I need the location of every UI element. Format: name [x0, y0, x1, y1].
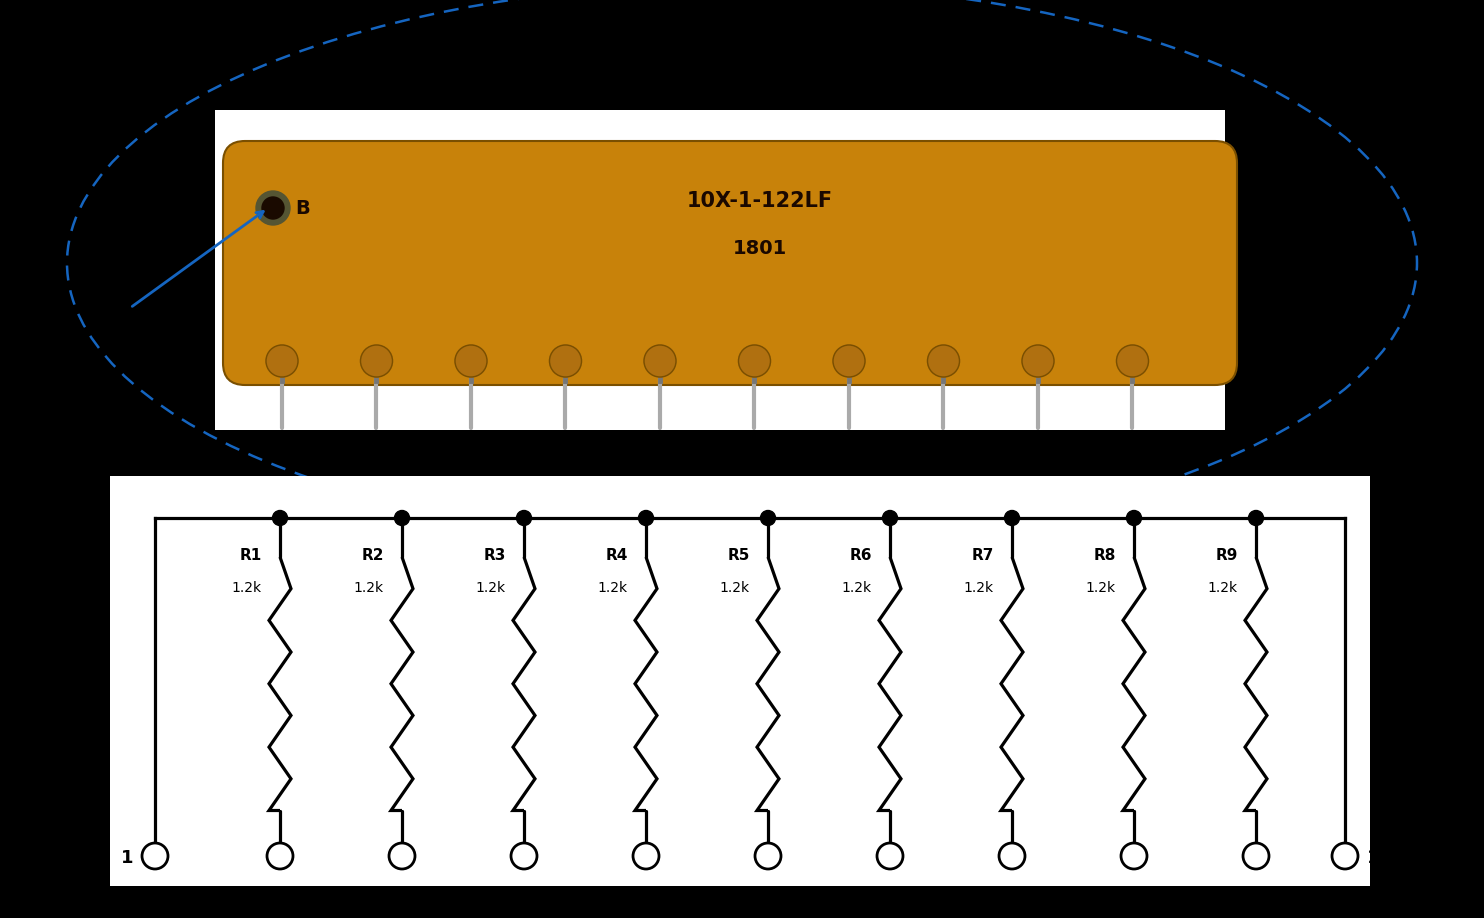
Text: B: B	[295, 198, 310, 218]
FancyBboxPatch shape	[110, 476, 1370, 886]
Text: R3: R3	[484, 548, 506, 564]
Circle shape	[1126, 510, 1141, 525]
Text: R1: R1	[240, 548, 263, 564]
Circle shape	[1120, 843, 1147, 869]
Text: 1.2k: 1.2k	[476, 581, 506, 595]
Text: R9: R9	[1215, 548, 1238, 564]
Circle shape	[395, 510, 410, 525]
Text: 1.2k: 1.2k	[598, 581, 628, 595]
Circle shape	[389, 843, 416, 869]
Text: 1.2k: 1.2k	[1086, 581, 1116, 595]
Circle shape	[755, 843, 781, 869]
Text: 1.2k: 1.2k	[232, 581, 263, 595]
Circle shape	[883, 510, 898, 525]
Circle shape	[833, 345, 865, 377]
Text: 1.2k: 1.2k	[965, 581, 994, 595]
Text: R8: R8	[1094, 548, 1116, 564]
Text: R4: R4	[605, 548, 628, 564]
Circle shape	[267, 843, 292, 869]
Circle shape	[257, 191, 289, 225]
Circle shape	[549, 345, 582, 377]
Circle shape	[510, 843, 537, 869]
Circle shape	[999, 843, 1025, 869]
Circle shape	[638, 510, 653, 525]
Circle shape	[1244, 843, 1269, 869]
Text: 1.2k: 1.2k	[353, 581, 384, 595]
Circle shape	[1005, 510, 1020, 525]
Text: R6: R6	[849, 548, 873, 564]
Circle shape	[1022, 345, 1054, 377]
Text: R5: R5	[727, 548, 749, 564]
Text: 1.2k: 1.2k	[1208, 581, 1238, 595]
Circle shape	[760, 510, 776, 525]
Circle shape	[877, 843, 902, 869]
Circle shape	[142, 843, 168, 869]
Circle shape	[273, 510, 288, 525]
Circle shape	[739, 345, 770, 377]
Circle shape	[516, 510, 531, 525]
Text: R2: R2	[362, 548, 384, 564]
Text: 1.2k: 1.2k	[720, 581, 749, 595]
Text: 10: 10	[1367, 849, 1392, 867]
FancyBboxPatch shape	[223, 141, 1238, 385]
Circle shape	[1333, 843, 1358, 869]
Text: 1: 1	[120, 849, 134, 867]
Circle shape	[1248, 510, 1263, 525]
Circle shape	[1116, 345, 1149, 377]
Circle shape	[361, 345, 392, 377]
Text: R7: R7	[972, 548, 994, 564]
FancyBboxPatch shape	[215, 110, 1224, 430]
Circle shape	[456, 345, 487, 377]
Circle shape	[634, 843, 659, 869]
Circle shape	[263, 197, 283, 219]
Circle shape	[644, 345, 677, 377]
Circle shape	[266, 345, 298, 377]
Circle shape	[928, 345, 960, 377]
Text: 1.2k: 1.2k	[841, 581, 873, 595]
Text: 10X-1-122LF: 10X-1-122LF	[687, 191, 833, 211]
Text: 1801: 1801	[733, 239, 787, 258]
